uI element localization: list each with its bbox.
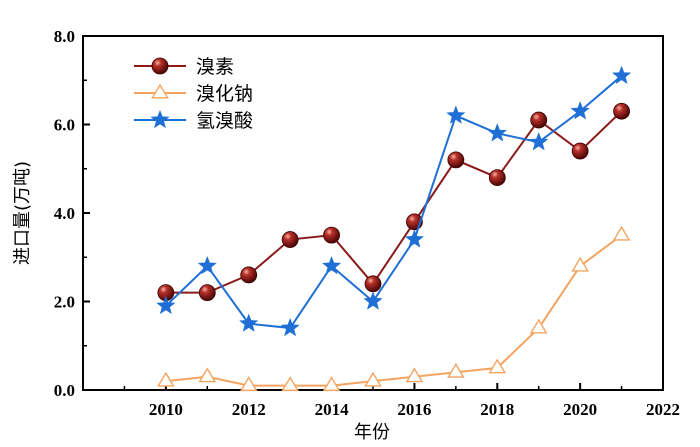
y-tick-label: 2.0 (54, 293, 75, 312)
legend-marker (151, 83, 169, 99)
data-point (530, 111, 548, 129)
series-line (165, 75, 623, 330)
legend-label: 溴素 (196, 56, 234, 78)
legend-label: 溴化钠 (196, 83, 253, 105)
legend-entry: 溴化钠 (134, 83, 253, 105)
data-point (529, 131, 549, 151)
legend-entry: 氢溴酸 (134, 109, 253, 132)
data-point (570, 101, 590, 120)
data-point (239, 313, 259, 332)
x-tick-label: 2010 (149, 400, 183, 419)
data-point (197, 255, 217, 275)
data-point (240, 266, 258, 284)
x-tick-label: 2016 (397, 400, 431, 419)
data-point (281, 231, 299, 248)
data-point (198, 367, 217, 383)
y-tick-label: 4.0 (54, 204, 75, 223)
data-point (447, 362, 465, 378)
x-tick-label: 2022 (646, 400, 680, 419)
data-point (529, 318, 548, 334)
data-point (613, 102, 630, 120)
legend-label: 氢溴酸 (196, 110, 253, 132)
data-point (364, 275, 382, 293)
x-tick-label: 2014 (315, 400, 350, 419)
data-point (487, 123, 507, 142)
data-point (611, 65, 632, 85)
data-point (280, 317, 300, 337)
y-tick-label: 0.0 (54, 381, 75, 400)
data-point (363, 291, 383, 310)
legend-marker (150, 109, 170, 129)
data-point (404, 229, 425, 248)
series-1 (157, 225, 631, 392)
y-axis-title: 进口量(万吨) (12, 161, 33, 265)
data-point (322, 376, 341, 392)
x-axis-title: 年份 (354, 422, 390, 443)
y-tick-label: 6.0 (54, 116, 75, 135)
data-point (198, 284, 216, 302)
series-2 (156, 65, 632, 337)
x-tick-label: 2012 (232, 400, 266, 419)
legend-entry: 溴素 (134, 56, 234, 78)
data-point (446, 105, 466, 124)
data-point (447, 151, 465, 169)
data-point (157, 371, 175, 387)
data-point (321, 255, 342, 275)
data-point (364, 371, 382, 387)
data-point (281, 376, 299, 392)
y-tick-label: 8.0 (54, 27, 75, 46)
data-point (571, 142, 589, 160)
series-0 (157, 102, 630, 302)
data-point (571, 256, 589, 272)
series-line (165, 234, 623, 387)
plot-frame (82, 35, 664, 391)
data-point (156, 295, 176, 315)
legend-marker (151, 57, 169, 75)
data-point (239, 376, 258, 392)
series-line (165, 110, 623, 294)
data-point (323, 226, 340, 244)
data-point (488, 169, 506, 187)
x-tick-label: 2018 (480, 400, 514, 419)
data-point (488, 358, 507, 374)
data-point (405, 367, 424, 383)
x-tick-label: 2020 (563, 400, 597, 419)
data-point (612, 225, 631, 241)
